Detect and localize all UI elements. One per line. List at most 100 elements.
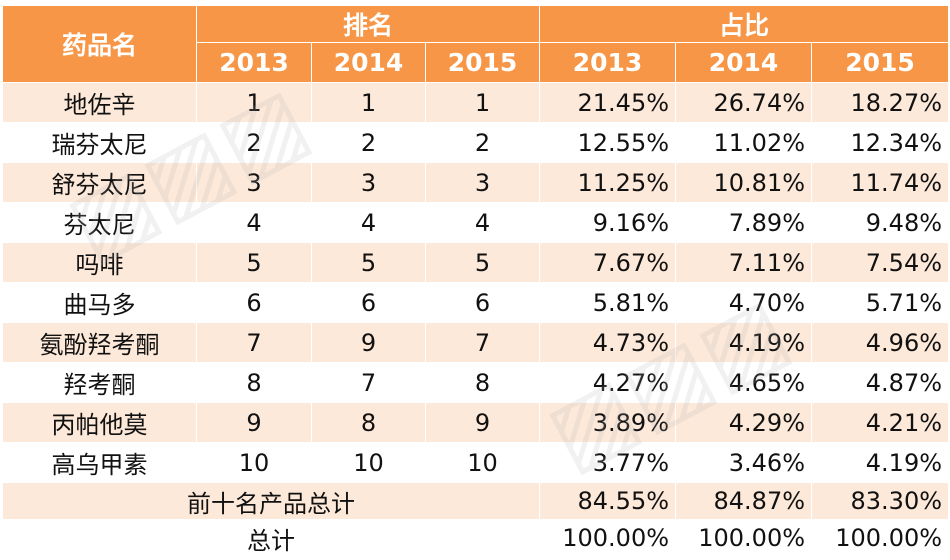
share-cell: 3.89%: [539, 402, 677, 443]
share-cell: 4.21%: [811, 402, 950, 443]
rank-cell: 9: [424, 402, 541, 443]
share-cell: 11.02%: [675, 122, 813, 163]
share-cell: 11.25%: [539, 162, 677, 203]
drug-name-cell: 羟考酮: [2, 362, 197, 403]
share-group-header: 占比: [539, 5, 950, 43]
rank-cell: 10: [311, 442, 426, 483]
share-cell: 4.19%: [811, 442, 950, 483]
table-row: 瑞芬太尼 2 2 2 12.55% 11.02% 12.34%: [2, 122, 950, 163]
drug-name-cell: 地佐辛: [2, 82, 197, 123]
table-row: 曲马多 6 6 6 5.81% 4.70% 5.71%: [2, 282, 950, 323]
rank-cell: 7: [311, 362, 426, 403]
share-cell: 12.55%: [539, 122, 677, 163]
drug-ranking-table: 药品名 排名 占比 2013 2014 2015 2013 2014 2015 …: [1, 5, 950, 557]
rank-cell: 10: [424, 442, 541, 483]
drug-name-cell: 曲马多: [2, 282, 197, 323]
share-cell: 4.29%: [675, 402, 813, 443]
total-label: 总计: [1, 519, 541, 557]
share-cell: 7.67%: [539, 242, 677, 283]
rank-cell: 9: [311, 322, 426, 363]
rank-year-header: 2014: [311, 42, 426, 83]
rank-cell: 2: [196, 122, 312, 163]
share-cell: 4.65%: [675, 362, 813, 403]
rank-cell: 9: [196, 402, 312, 443]
rank-cell: 4: [311, 202, 426, 243]
table-row: 氨酚羟考酮 7 9 7 4.73% 4.19% 4.96%: [2, 322, 950, 363]
share-cell: 4.70%: [675, 282, 813, 323]
rank-cell: 5: [196, 242, 312, 283]
share-cell: 12.34%: [811, 122, 950, 163]
rank-cell: 6: [311, 282, 426, 323]
rank-cell: 1: [424, 82, 541, 123]
share-cell: 4.87%: [811, 362, 950, 403]
table-row: 高乌甲素 10 10 10 3.77% 3.46% 4.19%: [2, 442, 950, 483]
share-cell: 7.54%: [811, 242, 950, 283]
table-row: 羟考酮 8 7 8 4.27% 4.65% 4.87%: [2, 362, 950, 403]
rank-cell: 8: [424, 362, 541, 403]
rank-cell: 6: [196, 282, 312, 323]
share-cell: 5.71%: [811, 282, 950, 323]
drug-name-cell: 舒芬太尼: [2, 162, 197, 203]
rank-cell: 1: [311, 82, 426, 123]
rank-cell: 2: [424, 122, 541, 163]
total-row: 总计 100.00% 100.00% 100.00%: [1, 519, 950, 557]
subtotal-share: 84.87%: [675, 482, 813, 520]
drug-name-cell: 瑞芬太尼: [2, 122, 197, 163]
share-cell: 9.16%: [539, 202, 677, 243]
table-row: 芬太尼 4 4 4 9.16% 7.89% 9.48%: [2, 202, 950, 243]
share-cell: 4.73%: [539, 322, 677, 363]
subtotal-label: 前十名产品总计: [1, 482, 541, 520]
share-cell: 11.74%: [811, 162, 950, 203]
rank-cell: 2: [311, 122, 426, 163]
rank-cell: 10: [196, 442, 312, 483]
subtotal-share: 84.55%: [539, 482, 677, 520]
share-year-header: 2014: [675, 42, 813, 83]
rank-cell: 1: [196, 82, 312, 123]
rank-cell: 4: [196, 202, 312, 243]
total-share: 100.00%: [539, 519, 677, 557]
share-cell: 3.46%: [675, 442, 813, 483]
share-cell: 4.96%: [811, 322, 950, 363]
share-cell: 3.77%: [539, 442, 677, 483]
share-year-header: 2013: [539, 42, 677, 83]
share-year-header: 2015: [811, 42, 950, 83]
share-cell: 26.74%: [675, 82, 813, 123]
total-share: 100.00%: [675, 519, 813, 557]
table-row: 吗啡 5 5 5 7.67% 7.11% 7.54%: [2, 242, 950, 283]
share-cell: 21.45%: [539, 82, 677, 123]
rank-cell: 6: [424, 282, 541, 323]
rank-group-header: 排名: [195, 5, 541, 43]
share-cell: 7.89%: [675, 202, 813, 243]
share-cell: 4.27%: [539, 362, 677, 403]
rank-cell: 3: [311, 162, 426, 203]
rank-cell: 5: [311, 242, 426, 283]
table-row: 舒芬太尼 3 3 3 11.25% 10.81% 11.74%: [2, 162, 950, 203]
rank-cell: 3: [196, 162, 312, 203]
rank-cell: 8: [196, 362, 312, 403]
subtotal-row: 前十名产品总计 84.55% 84.87% 83.30%: [1, 482, 950, 520]
drug-name-cell: 丙帕他莫: [2, 402, 197, 443]
drug-name-cell: 芬太尼: [2, 202, 197, 243]
table-row: 地佐辛 1 1 1 21.45% 26.74% 18.27%: [2, 82, 950, 123]
share-cell: 10.81%: [675, 162, 813, 203]
share-cell: 18.27%: [811, 82, 950, 123]
rank-year-header: 2015: [424, 42, 541, 83]
table-row: 丙帕他莫 9 8 9 3.89% 4.29% 4.21%: [2, 402, 950, 443]
share-cell: 4.19%: [675, 322, 813, 363]
rank-cell: 3: [424, 162, 541, 203]
share-cell: 7.11%: [675, 242, 813, 283]
rank-year-header: 2013: [196, 42, 312, 83]
drug-name-cell: 吗啡: [2, 242, 197, 283]
drug-name-cell: 氨酚羟考酮: [2, 322, 197, 363]
rank-cell: 8: [311, 402, 426, 443]
drug-name-header: 药品名: [2, 5, 197, 83]
share-cell: 9.48%: [811, 202, 950, 243]
subtotal-share: 83.30%: [811, 482, 950, 520]
rank-cell: 7: [196, 322, 312, 363]
rank-cell: 5: [424, 242, 541, 283]
rank-cell: 4: [424, 202, 541, 243]
share-cell: 5.81%: [539, 282, 677, 323]
total-share: 100.00%: [811, 519, 950, 557]
rank-cell: 7: [424, 322, 541, 363]
drug-name-cell: 高乌甲素: [2, 442, 197, 483]
